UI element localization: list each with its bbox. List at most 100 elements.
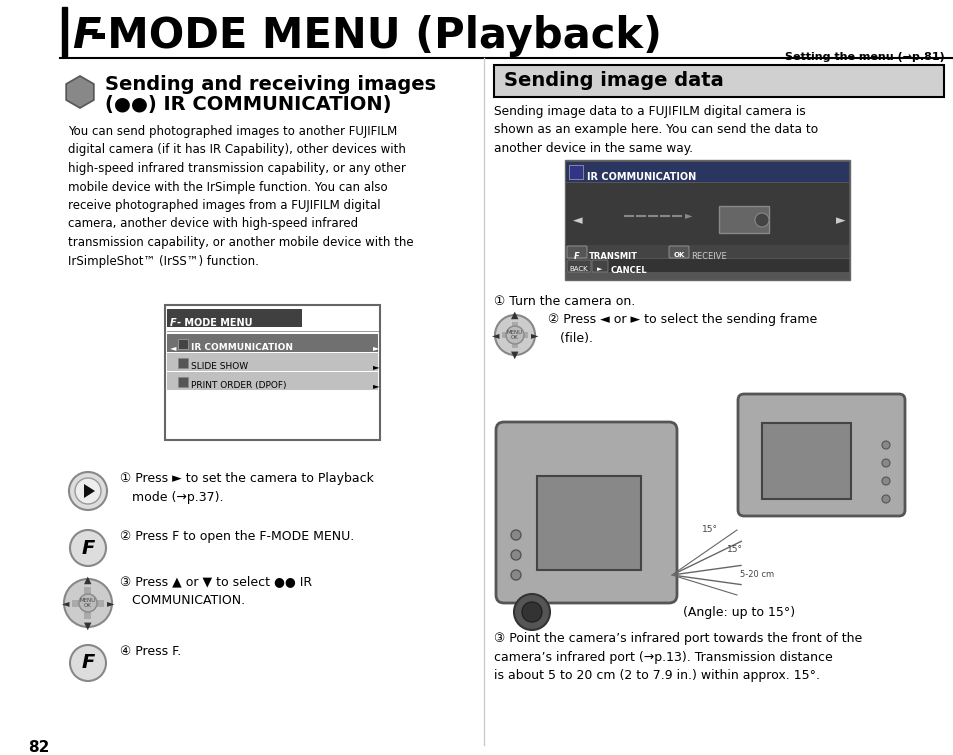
Circle shape: [882, 477, 889, 485]
Bar: [178, 339, 188, 349]
Text: 15°: 15°: [701, 525, 718, 534]
Polygon shape: [84, 484, 95, 498]
Text: F: F: [574, 252, 579, 261]
Text: F: F: [71, 15, 100, 57]
Bar: [167, 334, 377, 352]
Bar: [565, 245, 848, 258]
Text: ▼: ▼: [84, 621, 91, 631]
FancyBboxPatch shape: [566, 246, 586, 258]
Text: IR COMMUNICATION: IR COMMUNICATION: [191, 343, 293, 352]
Text: -MODE MENU (Playback): -MODE MENU (Playback): [90, 15, 661, 57]
Text: F: F: [170, 318, 176, 328]
Text: ▲: ▲: [84, 575, 91, 585]
Bar: [178, 358, 188, 368]
Text: PRINT ORDER (DPOF): PRINT ORDER (DPOF): [191, 381, 286, 390]
FancyBboxPatch shape: [719, 206, 768, 233]
Text: MENU
OK: MENU OK: [506, 330, 522, 341]
Circle shape: [70, 530, 106, 566]
Circle shape: [754, 213, 768, 227]
Text: ④ Press F.: ④ Press F.: [120, 645, 181, 658]
FancyBboxPatch shape: [668, 246, 688, 258]
Circle shape: [75, 478, 101, 504]
Circle shape: [511, 570, 520, 580]
Text: ① Press ► to set the camera to Playback
   mode (→p.37).: ① Press ► to set the camera to Playback …: [120, 472, 374, 504]
Bar: [565, 183, 848, 245]
Bar: [85, 587, 91, 619]
Text: ►: ►: [684, 210, 692, 220]
Circle shape: [882, 459, 889, 467]
FancyBboxPatch shape: [496, 422, 677, 603]
Text: ① Turn the camera on.: ① Turn the camera on.: [494, 295, 635, 308]
Text: - MODE MENU: - MODE MENU: [177, 318, 253, 328]
FancyBboxPatch shape: [537, 476, 640, 570]
Text: SLIDE SHOW: SLIDE SHOW: [191, 362, 248, 371]
Circle shape: [521, 602, 541, 622]
Text: MENU
OK: MENU OK: [80, 598, 96, 609]
Text: CANCEL: CANCEL: [610, 266, 647, 275]
Circle shape: [514, 594, 550, 630]
Bar: [564, 160, 849, 280]
Bar: [165, 305, 379, 440]
Text: ◄: ◄: [573, 214, 582, 227]
Text: IR COMMUNICATION: IR COMMUNICATION: [586, 172, 696, 182]
Circle shape: [64, 579, 112, 627]
Bar: [494, 65, 943, 97]
Text: (●●) IR COMMUNICATION): (●●) IR COMMUNICATION): [105, 95, 391, 114]
Text: ◄: ◄: [170, 343, 176, 352]
Text: BACK: BACK: [569, 266, 588, 272]
FancyBboxPatch shape: [761, 423, 850, 499]
Bar: [178, 377, 188, 387]
Text: You can send photographed images to another FUJIFILM
digital camera (if it has I: You can send photographed images to anot…: [68, 125, 414, 267]
Text: ►: ►: [373, 362, 379, 371]
Text: ③ Press ▲ or ▼ to select ●● IR
   COMMUNICATION.: ③ Press ▲ or ▼ to select ●● IR COMMUNICA…: [120, 575, 312, 607]
Bar: [62, 7, 67, 57]
Text: ▲: ▲: [511, 310, 518, 320]
Polygon shape: [66, 76, 93, 108]
Text: Sending image data to a FUJIFILM digital camera is
shown as an example here. You: Sending image data to a FUJIFILM digital…: [494, 105, 818, 155]
Circle shape: [70, 645, 106, 681]
Text: ◄: ◄: [491, 330, 498, 340]
Text: RECEIVE: RECEIVE: [690, 252, 726, 261]
Text: TRANSMIT: TRANSMIT: [588, 252, 638, 261]
Bar: [167, 372, 377, 390]
Text: (Angle: up to 15°): (Angle: up to 15°): [682, 606, 794, 619]
Text: ② Press ◄ or ► to select the sending frame
   (file).: ② Press ◄ or ► to select the sending fra…: [547, 313, 817, 345]
Text: 5-20 cm: 5-20 cm: [740, 570, 773, 579]
Text: 82: 82: [28, 740, 50, 755]
Text: 15°: 15°: [726, 545, 742, 554]
Circle shape: [79, 594, 97, 612]
Text: ►: ►: [597, 266, 602, 272]
Circle shape: [69, 472, 107, 510]
Text: Setting the menu (→p.81): Setting the menu (→p.81): [784, 52, 944, 62]
Text: ►: ►: [531, 330, 537, 340]
Bar: [565, 259, 848, 272]
Bar: [568, 165, 582, 179]
Text: ② Press F to open the F-MODE MENU.: ② Press F to open the F-MODE MENU.: [120, 530, 354, 543]
Text: ►: ►: [107, 598, 114, 608]
Text: ③ Point the camera’s infrared port towards the front of the
camera’s infrared po: ③ Point the camera’s infrared port towar…: [494, 632, 862, 682]
Bar: [167, 353, 377, 371]
Text: Sending and receiving images: Sending and receiving images: [105, 75, 436, 94]
Text: F: F: [81, 654, 94, 673]
Text: Sending image data: Sending image data: [503, 71, 723, 90]
Circle shape: [882, 495, 889, 503]
Bar: [167, 309, 302, 327]
Text: OK: OK: [673, 252, 684, 258]
Bar: [512, 322, 517, 348]
Circle shape: [495, 315, 535, 355]
Text: ►: ►: [835, 214, 844, 227]
Circle shape: [882, 441, 889, 449]
Text: ►: ►: [373, 343, 379, 352]
Circle shape: [511, 530, 520, 540]
Circle shape: [511, 550, 520, 560]
Circle shape: [505, 326, 523, 344]
Text: ►: ►: [373, 381, 379, 390]
FancyBboxPatch shape: [566, 260, 590, 272]
FancyBboxPatch shape: [738, 394, 904, 516]
FancyBboxPatch shape: [592, 260, 607, 272]
Text: ▼: ▼: [511, 350, 518, 360]
Bar: [565, 162, 848, 182]
Bar: [71, 599, 104, 606]
Bar: [501, 332, 527, 338]
Text: ◄: ◄: [61, 598, 69, 608]
